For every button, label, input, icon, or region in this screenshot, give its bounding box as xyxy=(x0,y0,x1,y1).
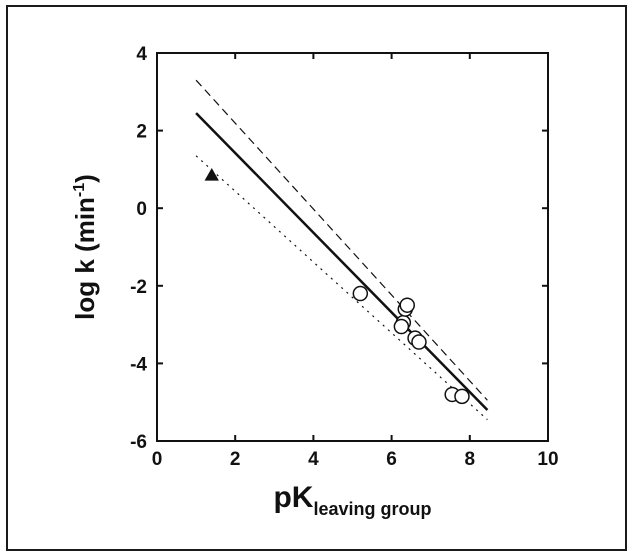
y-axis-title-sup: -1 xyxy=(71,183,88,197)
plot-border xyxy=(156,52,549,442)
data-point-triangle xyxy=(204,168,219,181)
data-point-circle xyxy=(399,297,415,313)
y-axis-title-main: log k (min xyxy=(70,197,100,320)
y-tick-label: 0 xyxy=(136,199,147,220)
figure-frame xyxy=(6,5,627,551)
x-axis-title-main: pK xyxy=(273,481,313,514)
x-axis-title: pKleaving group xyxy=(273,481,431,519)
x-tick-label: 0 xyxy=(152,449,163,470)
data-points xyxy=(204,168,470,405)
data-point-circle xyxy=(454,388,470,405)
y-tick-label: -6 xyxy=(130,432,147,453)
fit-line-dotted xyxy=(195,155,488,421)
x-tick-label: 4 xyxy=(308,449,319,470)
y-tick-label: 4 xyxy=(136,44,147,65)
fit-line-dashed xyxy=(195,79,488,401)
y-tick-label: 2 xyxy=(136,122,147,143)
tick-marks xyxy=(156,52,549,442)
x-tick-label: 10 xyxy=(537,449,558,470)
y-tick-label: -4 xyxy=(130,354,147,375)
data-point-circle xyxy=(411,334,427,350)
plot-axes xyxy=(156,52,549,442)
y-axis-title-tail: ) xyxy=(70,174,100,183)
y-tick-label: -2 xyxy=(130,277,147,298)
tick-labels: 0 2 4 6 8 10 -6 -4 -2 0 2 4 xyxy=(130,44,558,470)
x-tick-label: 6 xyxy=(386,449,397,470)
x-axis-title-sub: leaving group xyxy=(313,499,431,519)
y-axis-title: log k (min-1) xyxy=(70,174,100,320)
data-point-circle xyxy=(393,318,410,335)
x-tick-label: 2 xyxy=(230,449,241,470)
fit-line-solid xyxy=(195,112,489,411)
x-tick-label: 8 xyxy=(465,449,476,470)
data-point-circle xyxy=(352,285,369,302)
fit-lines xyxy=(195,79,489,421)
axis-titles: pKleaving group log k (min-1) xyxy=(70,174,432,519)
